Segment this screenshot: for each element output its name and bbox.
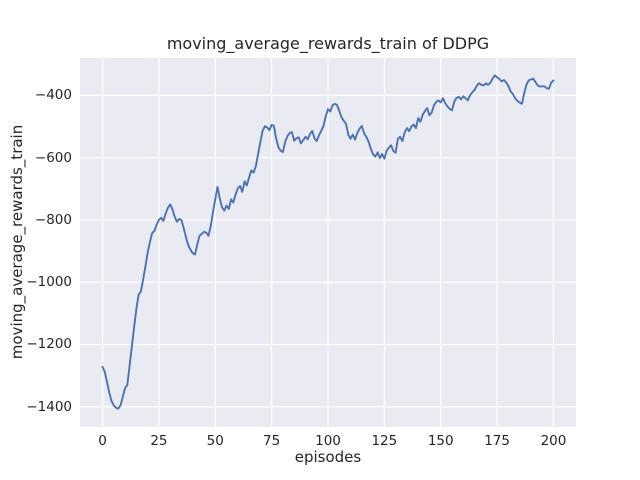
x-tick-label: 175 <box>484 433 510 449</box>
x-tick-label: 100 <box>315 433 341 449</box>
line-chart <box>80 58 576 427</box>
y-tick-label: −600 <box>34 149 72 166</box>
x-tick-label: 0 <box>98 433 107 449</box>
y-tick-label: −1200 <box>26 336 72 353</box>
y-tick-label: −800 <box>34 211 72 228</box>
y-tick-label: −1400 <box>26 398 72 415</box>
x-tick-label: 200 <box>540 433 567 449</box>
x-tick-label: 25 <box>150 433 168 449</box>
y-axis-label: moving_average_rewards_train <box>8 124 26 360</box>
y-tick-label: −400 <box>34 87 72 104</box>
x-tick-label: 125 <box>371 433 398 449</box>
x-tick-label: 75 <box>263 433 281 449</box>
x-axis-label: episodes <box>294 448 362 466</box>
data-line-moving_average_rewards_train <box>101 74 555 410</box>
chart-title: moving_average_rewards_train of DDPG <box>166 34 490 53</box>
plot-area <box>80 58 576 427</box>
y-tick-label: −1000 <box>26 274 72 291</box>
x-tick-label: 150 <box>427 433 454 449</box>
x-tick-label: 50 <box>206 433 224 449</box>
